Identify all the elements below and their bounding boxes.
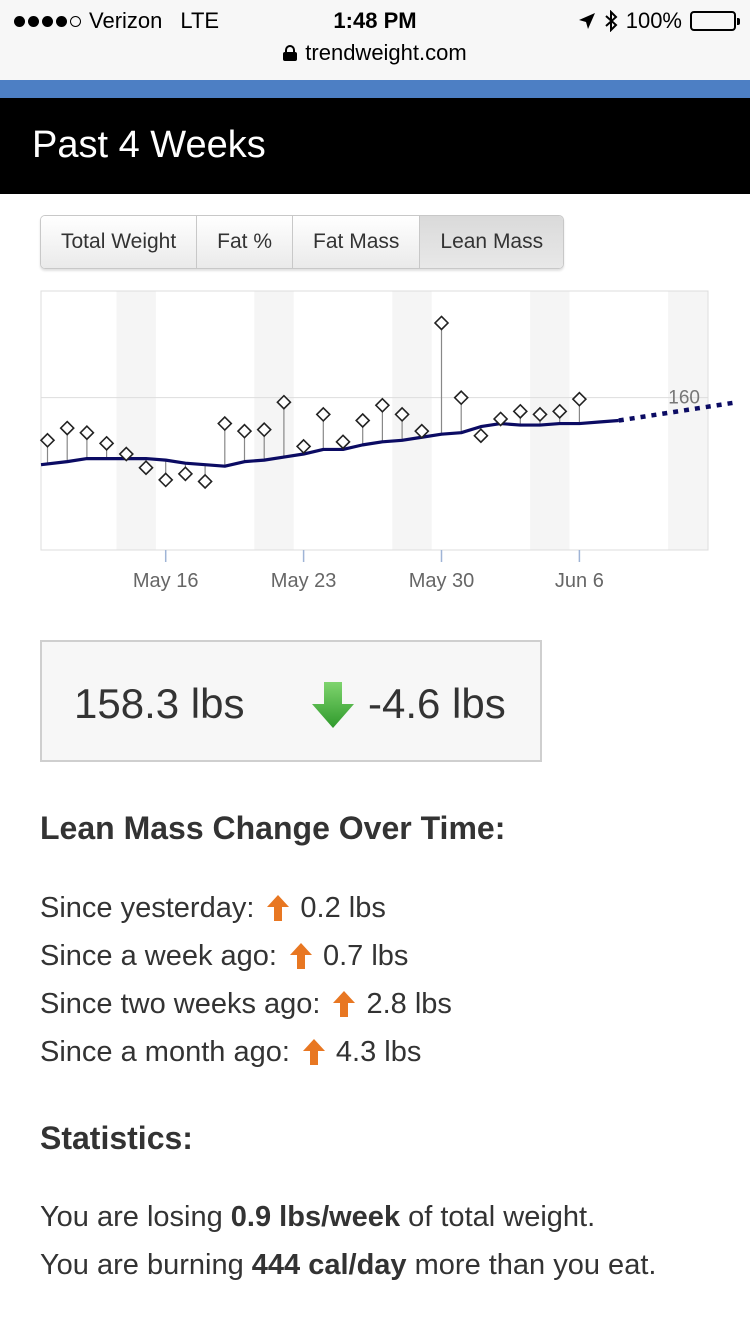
statistics-text: You are losing 0.9 lbs/week of total wei…: [40, 1193, 730, 1289]
measurement-point: [492, 411, 509, 427]
carrier-info: Verizon LTE: [14, 8, 219, 34]
weekend-band: [254, 291, 294, 550]
change-value: 0.7 lbs: [322, 939, 409, 972]
change-heading: Lean Mass Change Over Time:: [40, 810, 506, 846]
measurement-point: [453, 390, 469, 406]
change-label: Since yesterday:: [40, 891, 255, 924]
stat-calorie-burn: You are burning 444 cal/day more than yo…: [40, 1249, 657, 1281]
x-tick-label: May 30: [409, 570, 475, 592]
signal-strength-icon: [14, 15, 81, 27]
measurement-point: [433, 315, 450, 331]
measurement-point: [532, 406, 548, 423]
weekend-band: [668, 291, 708, 550]
measurement-point: [256, 422, 272, 438]
x-tick-label: May 23: [271, 570, 337, 592]
page-title: Past 4 Weeks: [32, 124, 266, 166]
summary-box: 158.3 lbs -4.6 lbs: [40, 640, 542, 762]
measurement-point: [138, 460, 154, 476]
weekend-band: [116, 291, 156, 550]
measurement-point: [315, 406, 331, 423]
weekend-band: [530, 291, 570, 550]
measurement-point: [355, 412, 371, 429]
reference-line-label: 160: [668, 388, 700, 409]
battery-percent: 100%: [625, 8, 682, 33]
x-tick-label: May 16: [133, 570, 199, 592]
battery-icon: [690, 11, 740, 31]
stat-loss-rate: You are losing 0.9 lbs/week of total wei…: [40, 1201, 596, 1233]
tab-fat-mass[interactable]: Fat Mass: [293, 216, 421, 268]
measurement-point: [571, 391, 588, 407]
change-label: Since two weeks ago:: [40, 987, 321, 1020]
network-type: LTE: [180, 8, 220, 33]
trend-line: [40, 418, 619, 468]
location-icon: [578, 13, 595, 29]
arrow-up-icon: [289, 943, 312, 969]
lean-mass-change: -4.6 lbs: [368, 680, 506, 727]
arrow-up-icon: [267, 895, 290, 921]
measurement-point: [98, 435, 115, 451]
change-value: 2.8 lbs: [366, 987, 452, 1020]
measurement-point: [118, 446, 134, 462]
change-label: Since a month ago:: [40, 1035, 290, 1068]
bluetooth-icon: [605, 10, 618, 32]
chart-svg: 160 May 16 May 23 May 30 Jun 6: [39, 290, 738, 592]
measurement-point: [473, 428, 489, 444]
tab-lean-mass[interactable]: Lean Mass: [420, 216, 564, 268]
measurement-point: [217, 415, 233, 432]
current-lean-mass: 158.3 lbs: [74, 680, 245, 727]
list-item: Since a month ago: 4.3 lbs: [40, 1028, 452, 1076]
tab-fat-percent[interactable]: Fat %: [197, 216, 294, 268]
measurement-point: [394, 406, 410, 423]
carrier-name: Verizon: [89, 8, 163, 33]
arrow-up-icon: [333, 991, 356, 1017]
measurement-point: [295, 438, 312, 455]
metric-tabs: Total Weight Fat % Fat Mass Lean Mass: [40, 215, 565, 269]
tab-total-weight[interactable]: Total Weight: [41, 216, 198, 268]
measurement-point: [236, 423, 253, 439]
measurement-point: [59, 420, 75, 436]
measurement-point: [335, 434, 351, 450]
nav-accent-bar: [0, 80, 750, 98]
clock: 1:48 PM: [333, 8, 417, 33]
measurement-point: [39, 432, 56, 448]
status-bar: Verizon LTE 1:48 PM 100% trendweight.com: [0, 0, 750, 80]
measurement-point: [79, 425, 95, 441]
arrow-down-icon: [312, 682, 354, 728]
page-header: Past 4 Weeks: [0, 98, 750, 194]
statistics-heading: Statistics:: [40, 1120, 193, 1156]
change-list: Since yesterday: 0.2 lbs Since a week ag…: [40, 884, 452, 1076]
measurement-point: [552, 403, 568, 419]
url-bar[interactable]: trendweight.com: [0, 40, 750, 66]
list-item: Since two weeks ago: 2.8 lbs: [40, 980, 452, 1028]
measurement-point: [197, 473, 213, 490]
projection-line: [618, 399, 738, 423]
measurement-point: [177, 466, 194, 482]
change-value: 4.3 lbs: [335, 1035, 422, 1068]
list-item: Since yesterday: 0.2 lbs: [40, 884, 452, 932]
lean-mass-chart: 160 May 16 May 23 May 30 Jun 6: [0, 280, 750, 600]
weekend-band: [392, 291, 432, 550]
change-value: 0.2 lbs: [300, 891, 386, 924]
list-item: Since a week ago: 0.7 lbs: [40, 932, 452, 980]
lock-icon: [283, 45, 298, 61]
measurement-point: [414, 423, 430, 439]
measurement-point: [276, 394, 292, 410]
arrow-up-icon: [302, 1039, 325, 1065]
plot-frame: [40, 290, 709, 551]
measurement-point: [158, 472, 174, 488]
change-label: Since a week ago:: [40, 939, 277, 972]
measurement-point: [512, 403, 528, 419]
url-text: trendweight.com: [305, 40, 467, 65]
x-tick-label: Jun 6: [555, 570, 604, 592]
measurement-point: [374, 397, 391, 413]
